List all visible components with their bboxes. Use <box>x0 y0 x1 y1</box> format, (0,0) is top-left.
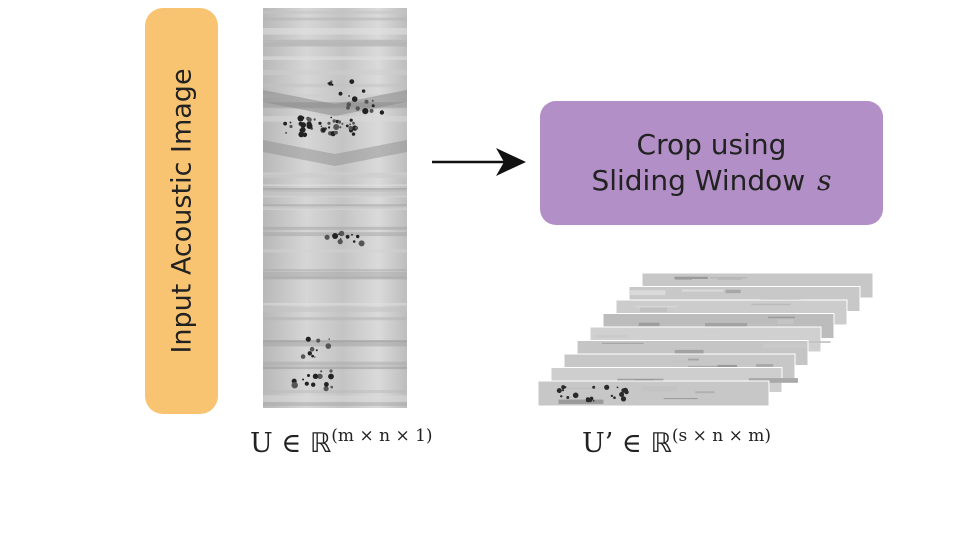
formula-u-base: U ∈ <box>250 428 310 459</box>
formula-uprime-set: ℝ <box>650 428 672 459</box>
acoustic-image <box>263 8 407 408</box>
crop-sliding-window-box: Crop using Sliding Window s <box>540 101 883 225</box>
cropped-slice <box>538 380 770 407</box>
input-label-text: Input Acoustic Image <box>166 68 197 354</box>
formula-uprime-exponent: (s × n × m) <box>671 426 772 446</box>
formula-uprime-base: U’ ∈ <box>582 428 651 459</box>
crop-box-line1: Crop using <box>636 128 787 161</box>
cropped-slices-stack <box>538 272 874 407</box>
formula-u-prime: U’ ∈ ℝ(s × n × m) <box>582 426 772 459</box>
window-size-variable: s <box>817 164 832 197</box>
crop-box-line2-text: Sliding Window <box>591 164 806 197</box>
right-arrow-icon <box>432 148 526 176</box>
formula-u: U ∈ ℝ(m × n × 1) <box>250 426 433 459</box>
crop-box-line2: Sliding Window s <box>591 163 831 199</box>
formula-u-set: ℝ <box>309 428 332 459</box>
input-acoustic-image-label: Input Acoustic Image <box>145 8 218 414</box>
formula-u-exponent: (m × n × 1) <box>331 426 433 446</box>
